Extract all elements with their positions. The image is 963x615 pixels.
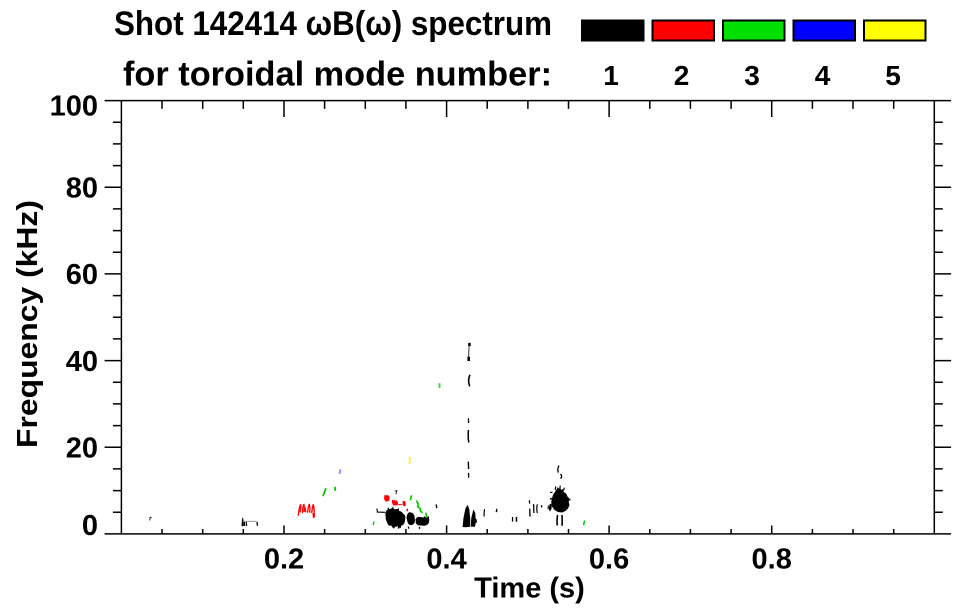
svg-text:2: 2: [674, 60, 690, 91]
svg-text:0.4: 0.4: [426, 543, 466, 575]
svg-text:60: 60: [66, 259, 98, 291]
svg-text:for toroidal mode number:: for toroidal mode number:: [123, 56, 552, 94]
svg-text:5: 5: [885, 60, 901, 91]
svg-text:3: 3: [744, 60, 760, 91]
svg-text:80: 80: [66, 173, 98, 205]
svg-text:Shot 142414 ωB(ω) spectrum: Shot 142414 ωB(ω) spectrum: [114, 5, 552, 43]
svg-text:1: 1: [603, 60, 619, 91]
svg-text:0.6: 0.6: [589, 543, 629, 575]
svg-text:0.2: 0.2: [264, 543, 304, 575]
svg-text:0.8: 0.8: [752, 543, 792, 575]
svg-text:Frequency (kHz): Frequency (kHz): [12, 200, 44, 448]
svg-text:Time (s): Time (s): [474, 572, 585, 604]
svg-text:0: 0: [82, 510, 98, 542]
svg-text:4: 4: [815, 60, 831, 91]
svg-text:100: 100: [50, 90, 98, 122]
svg-text:40: 40: [66, 346, 98, 378]
svg-text:20: 20: [66, 432, 98, 464]
